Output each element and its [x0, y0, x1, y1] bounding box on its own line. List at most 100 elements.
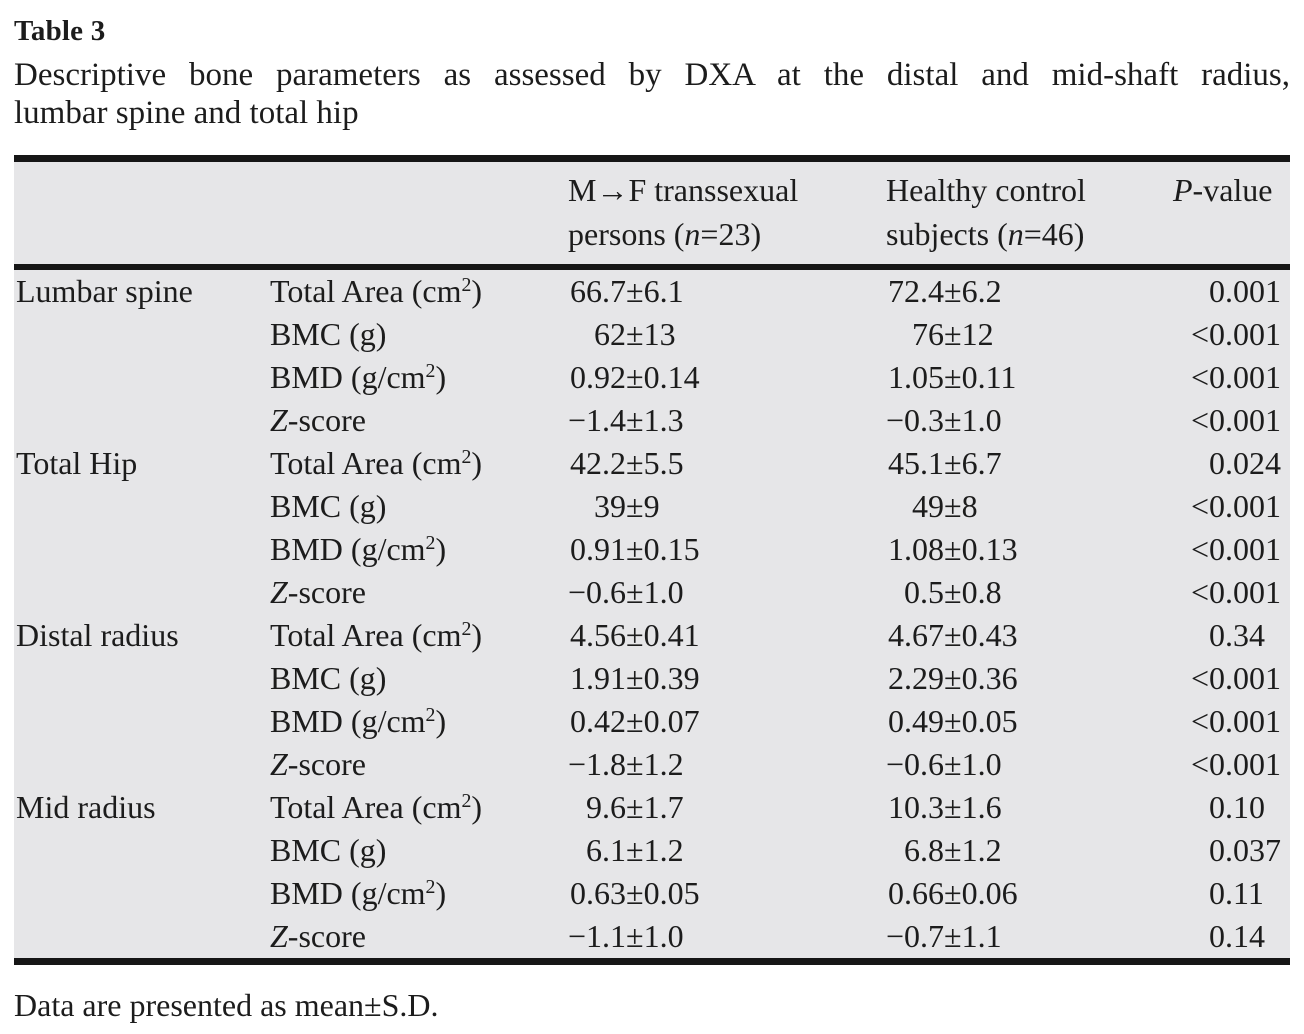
parameter-label: BMC (g): [270, 316, 387, 352]
column-header-control-group: Healthy control subjects (n=46): [886, 172, 1086, 252]
table-bottom-rule: [14, 958, 1290, 965]
control-value: 10.3±1.6: [888, 789, 1002, 825]
table-row: Z-score −1.4±1.3 −0.3±1.0 <0.001: [14, 399, 1290, 442]
table-row: Mid radius Total Area (cm2) 9.6±1.7 10.3…: [14, 786, 1290, 829]
region-label: Distal radius: [16, 617, 179, 653]
transsexual-value: 39±9: [594, 488, 660, 524]
p-value: <0.001: [1190, 574, 1281, 610]
control-value: 76±12: [912, 316, 994, 352]
control-value: 2.29±0.36: [888, 660, 1018, 696]
control-value: 45.1±6.7: [888, 445, 1002, 481]
region-label: Mid radius: [16, 789, 156, 825]
transsexual-value: 1.91±0.39: [570, 660, 700, 696]
p-value: 0.037: [1209, 832, 1281, 868]
parameter-label: Z-score: [270, 918, 366, 954]
p-value: 0.10: [1209, 789, 1265, 825]
table-row: BMD (g/cm2) 0.91±0.15 1.08±0.13 <0.001: [14, 528, 1290, 571]
p-value: 0.34: [1209, 617, 1265, 653]
header-region-spacer: [14, 168, 270, 256]
table-row: Lumbar spine Total Area (cm2) 66.7±6.1 7…: [14, 270, 1290, 313]
transsexual-value: −1.4±1.3: [568, 402, 684, 438]
region-label: [14, 743, 270, 786]
table-row: BMD (g/cm2) 0.63±0.05 0.66±0.06 0.11: [14, 872, 1290, 915]
table-row: BMD (g/cm2) 0.92±0.14 1.05±0.11 <0.001: [14, 356, 1290, 399]
p-value: 0.11: [1209, 875, 1264, 911]
transsexual-value: 62±13: [594, 316, 676, 352]
control-value: 49±8: [912, 488, 978, 524]
transsexual-value: 6.1±1.2: [586, 832, 684, 868]
transsexual-value: 0.91±0.15: [570, 531, 700, 567]
dxa-parameters-table: M→F transsexual persons (n=23) Healthy c…: [14, 155, 1290, 965]
table-row: BMD (g/cm2) 0.42±0.07 0.49±0.05 <0.001: [14, 700, 1290, 743]
p-value: <0.001: [1190, 316, 1281, 352]
control-value: 1.05±0.11: [888, 359, 1017, 395]
p-value: 0.001: [1209, 273, 1281, 309]
parameter-label: Z-score: [270, 574, 366, 610]
region-label: [14, 356, 270, 399]
column-header-transsexual-group: M→F transsexual persons (n=23): [568, 172, 799, 252]
region-label: [14, 657, 270, 700]
transsexual-value: 66.7±6.1: [570, 273, 684, 309]
table-row: Z-score −1.1±1.0 −0.7±1.1 0.14: [14, 915, 1290, 958]
table-row: BMC (g) 1.91±0.39 2.29±0.36 <0.001: [14, 657, 1290, 700]
control-value: 4.67±0.43: [888, 617, 1018, 653]
transsexual-value: −0.6±1.0: [568, 574, 684, 610]
transsexual-value: 42.2±5.5: [570, 445, 684, 481]
table-row: BMC (g) 39±9 49±8 <0.001: [14, 485, 1290, 528]
p-value: <0.001: [1190, 531, 1281, 567]
control-value: −0.7±1.1: [886, 918, 1002, 954]
control-value: 0.5±0.8: [904, 574, 1002, 610]
table-row: Z-score −0.6±1.0 0.5±0.8 <0.001: [14, 571, 1290, 614]
parameter-label: Z-score: [270, 746, 366, 782]
region-label: [14, 528, 270, 571]
p-value: <0.001: [1190, 703, 1281, 739]
p-value: 0.14: [1209, 918, 1265, 954]
transsexual-value: 0.63±0.05: [570, 875, 700, 911]
region-label: [14, 485, 270, 528]
p-value: <0.001: [1190, 359, 1281, 395]
region-label: [14, 571, 270, 614]
region-label: [14, 313, 270, 356]
parameter-label: Total Area (cm2): [270, 445, 483, 481]
table-footnote: Data are presented as mean±S.D.: [14, 987, 439, 1023]
region-label: [14, 915, 270, 958]
control-value: 72.4±6.2: [888, 273, 1002, 309]
transsexual-value: −1.8±1.2: [568, 746, 684, 782]
parameter-label: BMD (g/cm2): [270, 531, 447, 567]
control-value: 0.66±0.06: [888, 875, 1018, 911]
parameter-label: Total Area (cm2): [270, 273, 483, 309]
parameter-label: BMC (g): [270, 660, 387, 696]
p-value: <0.001: [1190, 488, 1281, 524]
header-parameter-spacer: [270, 168, 568, 256]
region-label: [14, 872, 270, 915]
table-caption: Descriptive bone parameters as assessed …: [14, 56, 1290, 132]
control-value: −0.6±1.0: [886, 746, 1002, 782]
table-row: Distal radius Total Area (cm2) 4.56±0.41…: [14, 614, 1290, 657]
parameter-label: BMC (g): [270, 832, 387, 868]
table-header-rule: [14, 264, 1290, 270]
parameter-label: BMD (g/cm2): [270, 703, 447, 739]
parameter-label: Z-score: [270, 402, 366, 438]
region-label: Lumbar spine: [16, 273, 193, 309]
control-value: 0.49±0.05: [888, 703, 1018, 739]
table-number-title: Table 3: [14, 15, 106, 47]
table-row: Total Hip Total Area (cm2) 42.2±5.5 45.1…: [14, 442, 1290, 485]
transsexual-value: −1.1±1.0: [568, 918, 684, 954]
parameter-label: BMD (g/cm2): [270, 875, 447, 911]
table-row: BMC (g) 6.1±1.2 6.8±1.2 0.037: [14, 829, 1290, 872]
p-value: <0.001: [1190, 660, 1281, 696]
region-label: Total Hip: [16, 445, 138, 481]
table-top-rule: [14, 155, 1290, 162]
transsexual-value: 0.92±0.14: [570, 359, 700, 395]
parameter-label: BMC (g): [270, 488, 387, 524]
p-value: 0.024: [1209, 445, 1281, 481]
transsexual-value: 4.56±0.41: [570, 617, 700, 653]
caption-line-2: lumbar spine and total hip: [14, 95, 359, 131]
region-label: [14, 399, 270, 442]
table-row: BMC (g) 62±13 76±12 <0.001: [14, 313, 1290, 356]
table-body: Lumbar spine Total Area (cm2) 66.7±6.1 7…: [14, 270, 1290, 958]
table-header-row: M→F transsexual persons (n=23) Healthy c…: [14, 162, 1290, 264]
transsexual-value: 9.6±1.7: [586, 789, 684, 825]
parameter-label: Total Area (cm2): [270, 789, 483, 825]
